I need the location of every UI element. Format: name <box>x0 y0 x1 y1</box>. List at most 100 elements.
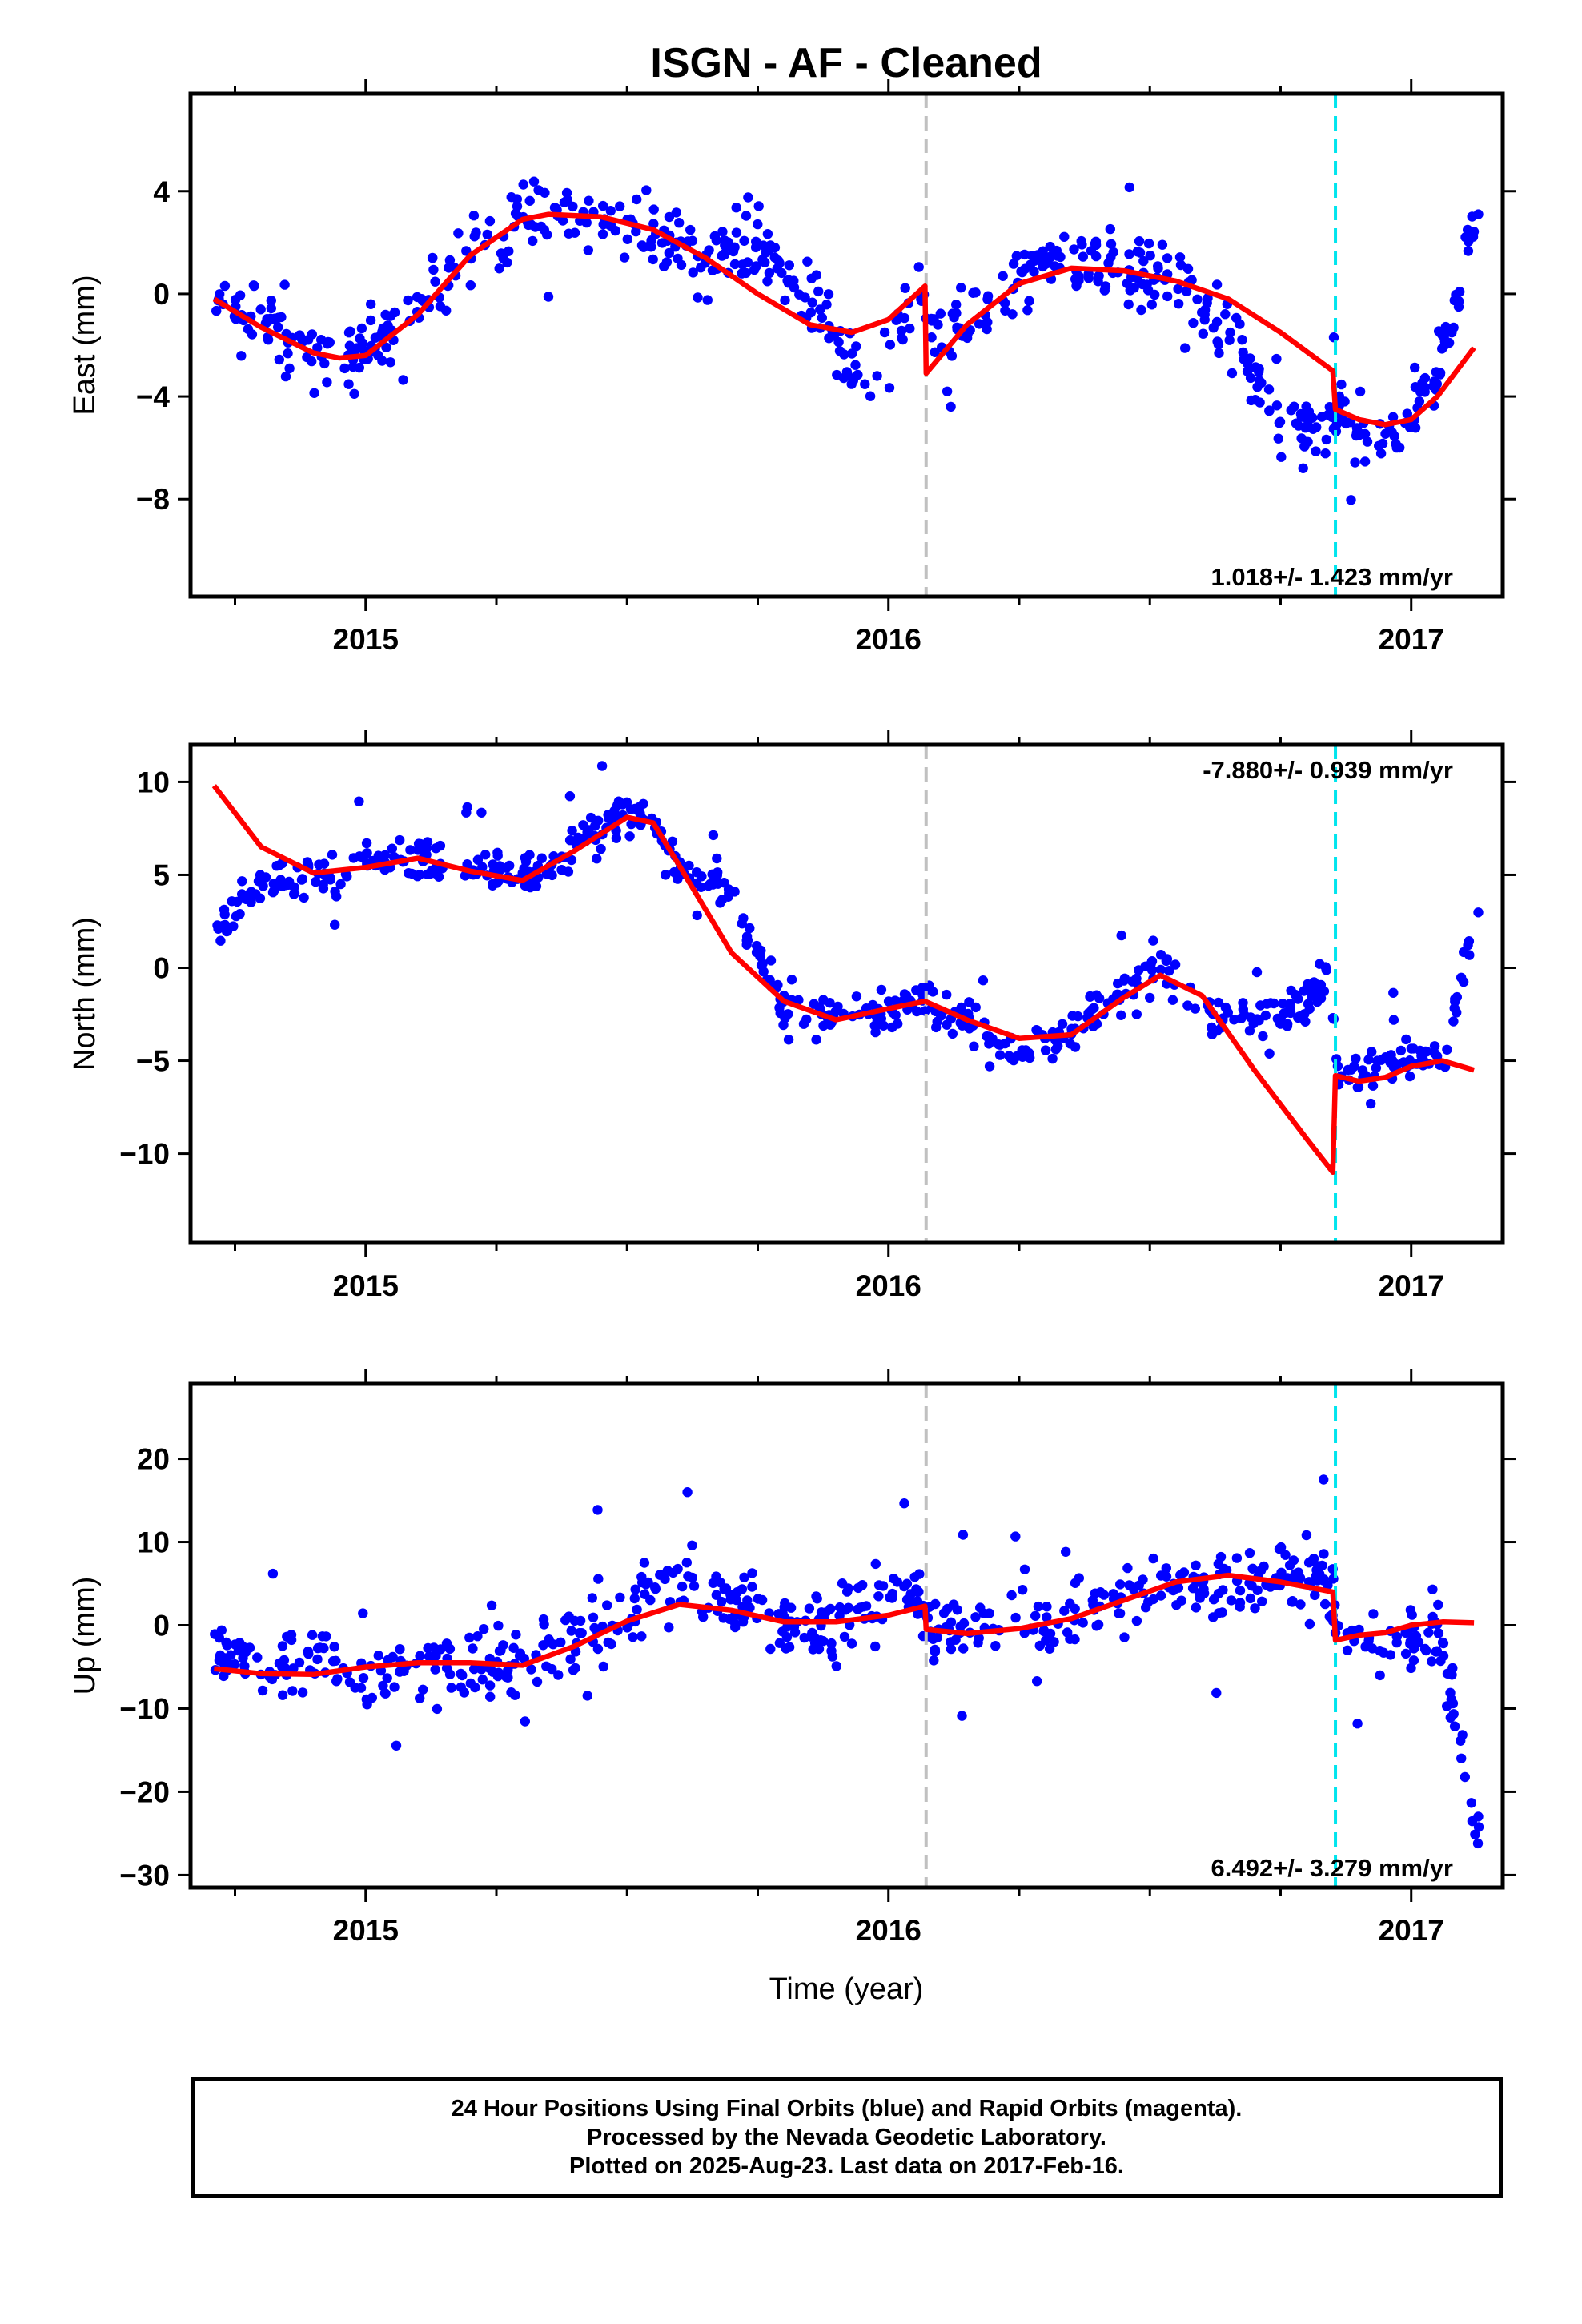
data-point <box>1380 428 1391 439</box>
data-point <box>1090 239 1101 249</box>
data-point <box>1448 1016 1459 1027</box>
data-point <box>416 294 427 304</box>
data-point <box>1038 252 1048 263</box>
data-point <box>780 1598 790 1609</box>
data-point <box>1472 1838 1484 1849</box>
data-point <box>1026 251 1038 261</box>
data-point <box>1122 278 1133 289</box>
data-point <box>576 1628 587 1638</box>
data-point <box>339 363 350 374</box>
data-point <box>556 1637 566 1647</box>
y-tick-label: 10 <box>137 1526 170 1559</box>
data-point <box>564 791 576 802</box>
data-point <box>1367 1047 1377 1057</box>
data-point <box>539 1619 549 1630</box>
x-tick-label: 2015 <box>333 1914 399 1947</box>
data-point <box>592 854 602 864</box>
data-point <box>1067 1011 1078 1021</box>
data-point <box>330 919 340 930</box>
data-point <box>1010 1612 1021 1623</box>
data-point <box>330 886 340 897</box>
data-point <box>646 242 656 252</box>
data-point <box>1059 1606 1070 1616</box>
data-point <box>626 818 636 830</box>
y-axis-label: North (mm) <box>68 917 102 1071</box>
data-point <box>1315 993 1327 1003</box>
data-point <box>398 375 408 385</box>
data-point <box>1421 1645 1431 1656</box>
data-point <box>1280 1550 1291 1560</box>
data-point <box>860 379 870 389</box>
data-point <box>476 1664 487 1675</box>
data-point <box>1342 1645 1353 1655</box>
data-point <box>511 1630 521 1640</box>
data-point <box>762 229 773 239</box>
data-point <box>1134 247 1146 258</box>
data-point <box>230 1639 240 1650</box>
data-point <box>1336 379 1347 390</box>
data-point <box>428 264 439 275</box>
data-point <box>1089 1003 1099 1013</box>
data-point <box>221 926 232 937</box>
data-point <box>480 850 491 860</box>
data-point <box>606 1638 616 1650</box>
data-point <box>311 876 321 887</box>
data-point <box>639 1558 650 1568</box>
data-point <box>839 1631 850 1642</box>
data-point <box>472 1631 483 1642</box>
data-point <box>648 204 659 215</box>
x-tick-label: 2016 <box>856 1269 921 1302</box>
data-point <box>381 342 391 352</box>
data-point <box>506 1687 516 1698</box>
data-point <box>970 1612 981 1622</box>
data-point <box>1099 285 1110 296</box>
data-point <box>933 320 943 330</box>
data-point <box>1467 1815 1478 1827</box>
data-point <box>909 1572 920 1582</box>
data-point <box>380 309 391 320</box>
chart-title: ISGN - AF - Cleaned <box>650 40 1042 86</box>
data-point <box>1352 1719 1363 1729</box>
data-point <box>798 1019 809 1029</box>
data-point <box>920 1006 930 1016</box>
data-point <box>762 276 773 287</box>
data-point <box>901 1578 913 1589</box>
data-point <box>1085 991 1095 1002</box>
data-point <box>753 1594 763 1604</box>
data-point <box>1408 1655 1419 1666</box>
data-point <box>588 1612 599 1623</box>
data-point <box>692 910 702 921</box>
data-point <box>277 1641 288 1651</box>
data-point <box>741 939 752 951</box>
data-point <box>477 1675 488 1685</box>
data-point <box>1057 1019 1068 1030</box>
data-point <box>630 1584 640 1594</box>
data-point <box>222 1640 232 1651</box>
data-point <box>405 845 416 855</box>
data-point <box>1237 335 1247 345</box>
data-point <box>958 1530 969 1540</box>
data-point <box>231 911 242 922</box>
data-point <box>718 1613 729 1623</box>
data-point <box>1445 1712 1456 1723</box>
data-point <box>689 1581 700 1591</box>
y-axis-label: Up (mm) <box>68 1577 102 1695</box>
data-point <box>783 1009 793 1019</box>
data-point <box>1217 1607 1227 1618</box>
data-point <box>823 289 834 300</box>
data-point <box>1191 1602 1202 1613</box>
data-point <box>1032 1676 1042 1687</box>
data-point <box>1238 998 1248 1008</box>
data-point <box>1145 251 1155 261</box>
data-point <box>1065 1598 1075 1609</box>
y-tick-label: 20 <box>137 1443 170 1476</box>
data-point <box>687 1540 697 1551</box>
data-point <box>1433 1628 1444 1638</box>
data-point <box>1236 1013 1247 1023</box>
data-point <box>1136 304 1146 316</box>
data-point <box>1078 1618 1088 1628</box>
data-point <box>343 379 354 389</box>
data-point <box>332 1674 343 1684</box>
data-point <box>1213 997 1224 1008</box>
data-point <box>1112 989 1122 1000</box>
